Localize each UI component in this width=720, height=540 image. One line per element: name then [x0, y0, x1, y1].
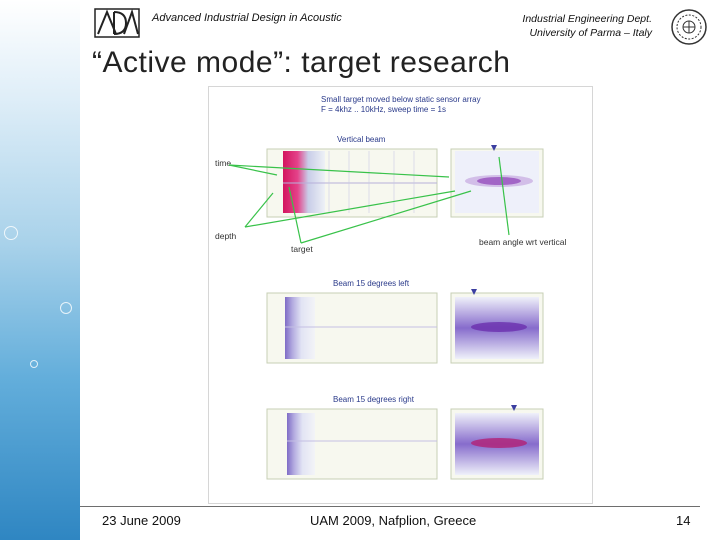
annotation-target: target	[291, 244, 313, 254]
decorative-bubble	[4, 226, 18, 240]
section-label-vertical: Vertical beam	[337, 135, 386, 144]
panel-right-waterfall	[266, 408, 438, 480]
sonar-figure: Small target moved below static sensor a…	[208, 86, 593, 504]
decorative-side-band	[0, 0, 80, 540]
university-seal	[671, 9, 707, 45]
footer-page-number: 14	[676, 513, 691, 528]
decorative-bubble	[60, 302, 72, 314]
annotation-depth: depth	[215, 231, 237, 241]
header-university: University of Parma – Italy	[529, 27, 652, 39]
header-right-text: Industrial Engineering Dept. University …	[522, 12, 652, 40]
annotation-time: time	[215, 158, 232, 168]
footer-date: 23 June 2009	[102, 513, 181, 528]
footer-conference: UAM 2009, Nafplion, Greece	[310, 513, 477, 528]
decorative-bubble	[30, 360, 38, 368]
figure-caption: Small target moved below static sensor a…	[321, 95, 481, 104]
header-department: Industrial Engineering Dept.	[522, 13, 652, 25]
panel-left-waterfall	[266, 292, 438, 364]
annotation-arrows	[228, 156, 510, 244]
panel-left-beam	[450, 289, 544, 364]
figure-caption-params: F = 4khz .. 10kHz, sweep time = 1s	[321, 105, 446, 114]
sonar-panels	[228, 145, 544, 480]
panel-right-beam	[450, 405, 544, 480]
panel-vertical-beam	[450, 145, 544, 218]
slide-title: “Active mode”: target research	[92, 46, 511, 79]
panel-vertical-waterfall	[266, 148, 438, 218]
header-left-text: Advanced Industrial Design in Acoustic	[152, 12, 342, 24]
footer-divider	[80, 506, 700, 507]
section-label-right: Beam 15 degrees right	[333, 395, 414, 404]
annotation-beam-angle: beam angle wrt vertical	[479, 237, 567, 247]
section-label-left: Beam 15 degrees left	[333, 279, 410, 288]
aida-logo	[94, 8, 140, 38]
